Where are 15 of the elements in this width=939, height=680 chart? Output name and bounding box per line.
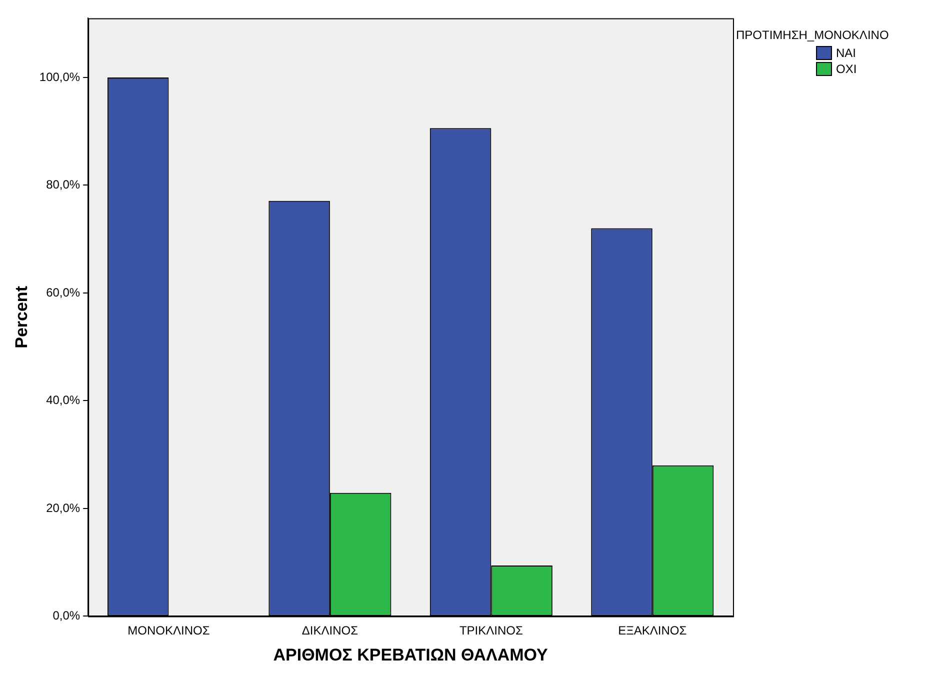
x-axis-title: ΑΡΙΘΜΟΣ ΚΡΕΒΑΤΙΩΝ ΘΑΛΑΜΟΥ [273, 645, 549, 664]
legend-label: ΝΑΙ [836, 46, 856, 60]
legend-title: ΠΡΟΤΙΜΗΣΗ_ΜΟΝΟΚΛΙΝΟ [736, 28, 889, 42]
y-tick-label: 100,0% [39, 70, 80, 84]
x-tick-label: ΕΞΑΚΛΙΝΟΣ [618, 624, 687, 638]
x-tick-label: ΤΡΙΚΛΙΝΟΣ [459, 624, 523, 638]
x-tick-label: ΜΟΝΟΚΛΙΝΟΣ [128, 624, 210, 638]
y-tick-label: 20,0% [46, 500, 80, 515]
y-tick-label: 60,0% [46, 285, 80, 300]
y-axis-title: Percent [12, 286, 31, 348]
legend-label: ΟΧΙ [836, 62, 857, 76]
x-tick-label: ΔΙΚΛΙΝΟΣ [302, 624, 358, 638]
y-tick-label: 0,0% [52, 608, 80, 623]
y-tick-label: 40,0% [46, 393, 80, 408]
y-tick-label: 80,0% [46, 178, 80, 192]
